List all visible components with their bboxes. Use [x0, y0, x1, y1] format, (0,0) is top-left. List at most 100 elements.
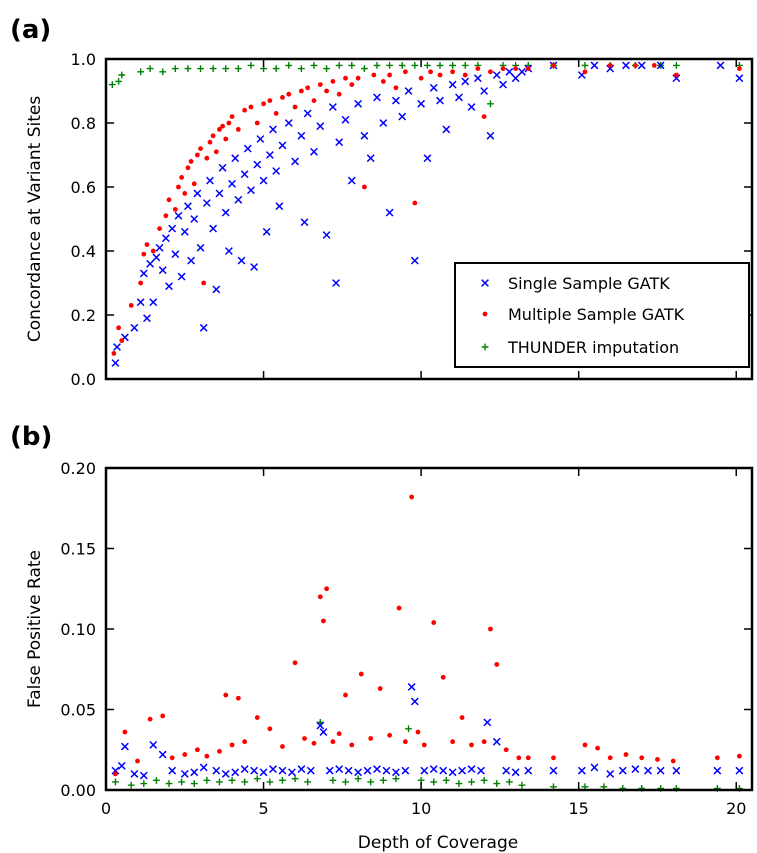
data-point	[212, 285, 221, 294]
data-point	[391, 96, 400, 105]
data-point	[262, 227, 271, 236]
data-point	[224, 247, 233, 255]
data-point	[130, 769, 139, 778]
legend-markers	[481, 279, 489, 351]
data-point	[184, 202, 192, 211]
data-point	[377, 686, 383, 691]
data-point	[317, 594, 323, 600]
data-point	[190, 780, 198, 787]
data-point	[240, 170, 249, 179]
data-point	[651, 63, 657, 68]
data-point	[549, 766, 558, 775]
data-point	[503, 747, 509, 753]
data-point	[398, 62, 406, 69]
data-point	[231, 768, 240, 777]
data-point	[149, 298, 158, 307]
data-point	[144, 242, 150, 248]
data-point	[373, 765, 381, 774]
data-point	[220, 123, 225, 129]
data-point	[455, 93, 463, 102]
data-point	[428, 69, 433, 75]
data-point	[644, 766, 652, 775]
data-point	[423, 154, 432, 163]
data-point	[513, 66, 519, 71]
data-point	[607, 755, 613, 761]
data-point	[462, 72, 468, 78]
data-point	[231, 154, 240, 163]
data-point	[169, 755, 175, 761]
data-point	[639, 755, 645, 761]
data-point	[486, 131, 495, 140]
data-point	[310, 147, 318, 156]
data-point	[199, 323, 208, 332]
data-point	[330, 79, 336, 84]
x-tick-label: 20	[726, 799, 746, 818]
data-point	[358, 671, 364, 677]
data-point	[480, 776, 488, 784]
data-point	[493, 780, 501, 787]
data-point	[380, 79, 386, 84]
data-point	[429, 765, 438, 774]
data-point	[361, 65, 368, 72]
data-point	[328, 103, 337, 111]
data-point	[196, 243, 205, 252]
data-point	[355, 75, 361, 81]
data-point	[305, 85, 311, 91]
data-point	[127, 781, 135, 789]
data-point	[161, 234, 170, 243]
data-point	[250, 766, 259, 775]
panel-b-xlabel: Depth of Coverage	[358, 833, 518, 853]
data-point	[111, 766, 120, 775]
data-point	[391, 768, 400, 777]
data-point	[209, 224, 218, 233]
data-point	[215, 189, 224, 198]
data-point	[190, 215, 199, 223]
data-point	[393, 85, 399, 91]
data-point	[412, 200, 418, 206]
data-point	[311, 740, 317, 746]
data-point	[411, 62, 419, 69]
data-point	[267, 726, 273, 732]
x-tick-label: 0	[101, 799, 111, 818]
data-point	[158, 266, 167, 275]
data-point	[321, 618, 326, 624]
data-point	[415, 729, 421, 735]
data-point	[442, 776, 450, 784]
data-point	[436, 62, 444, 69]
x-tick-label: 15	[569, 799, 589, 818]
data-point	[199, 763, 208, 772]
data-point	[235, 695, 241, 701]
data-point	[166, 197, 172, 203]
y-tick-label: 1.0	[71, 50, 96, 69]
data-point	[595, 745, 600, 751]
data-point	[250, 263, 259, 271]
data-point	[398, 112, 407, 121]
data-point	[410, 256, 419, 265]
data-point	[455, 780, 463, 787]
data-point	[499, 80, 507, 89]
y-tick-label: 0.15	[60, 540, 96, 559]
data-point	[108, 81, 116, 88]
data-point	[234, 65, 242, 72]
data-point	[286, 91, 292, 97]
data-point	[379, 119, 388, 127]
data-point	[387, 72, 393, 78]
data-point	[336, 91, 342, 97]
y-tick-label: 0.2	[71, 306, 96, 325]
y-tick-label: 0.6	[71, 178, 96, 197]
panel-b: (b) False Positive Rate 0 5 10 15 20 0.00 0.05…	[10, 422, 754, 853]
data-point	[360, 131, 369, 140]
data-point	[213, 149, 219, 155]
panel-a-ticks: 0.0 0.2 0.4 0.6 0.8 1.0	[71, 50, 752, 389]
data-point	[332, 279, 340, 287]
data-point	[256, 135, 265, 143]
data-point	[655, 757, 660, 762]
data-point	[347, 176, 356, 185]
data-point	[180, 227, 189, 236]
data-point	[178, 778, 186, 786]
data-point	[324, 586, 329, 592]
data-point	[247, 186, 255, 195]
series-dot	[113, 494, 742, 777]
data-point	[590, 61, 599, 70]
data-point	[306, 766, 315, 775]
